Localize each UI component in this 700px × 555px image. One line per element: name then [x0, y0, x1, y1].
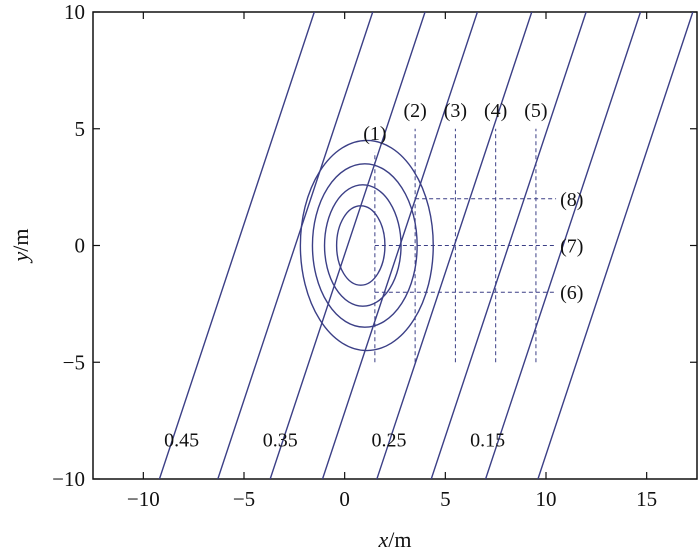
- vertical-guide-label: (2): [403, 100, 426, 122]
- horizontal-guide-label: (6): [560, 282, 583, 304]
- vertical-guide-label: (3): [444, 100, 467, 122]
- x-tick-label: 10: [536, 487, 557, 511]
- section-guides: [374, 128, 557, 363]
- parallel-contour-line: [158, 12, 315, 479]
- parallel-contour-line: [484, 12, 642, 479]
- y-tick-label: −10: [52, 467, 85, 491]
- parallel-contour-line: [217, 12, 374, 479]
- x-tick-label: −5: [233, 487, 255, 511]
- contour-level-label: 0.35: [263, 429, 298, 451]
- x-axis-unit: /m: [388, 527, 411, 552]
- y-axis-var: y: [8, 252, 33, 264]
- axis-ticks: −10 −5 0 5 10 15 −10 −5 0 5 10: [52, 0, 697, 511]
- vertical-guide-label: (4): [484, 100, 507, 122]
- vertical-guide-label: (1): [363, 123, 386, 145]
- y-tick-label: 5: [75, 117, 86, 141]
- contour-lines: [158, 12, 694, 479]
- vertical-guide-label: (5): [524, 100, 547, 122]
- y-tick-label: 10: [64, 0, 85, 24]
- x-axis-var: x: [378, 527, 389, 552]
- plot-frame: [92, 11, 698, 480]
- parallel-contour-line: [537, 12, 694, 479]
- x-tick-label: 5: [440, 487, 451, 511]
- y-axis-unit: /m: [8, 229, 33, 252]
- contour-level-label: 0.25: [371, 429, 406, 451]
- x-tick-label: 0: [339, 487, 350, 511]
- x-tick-label: −10: [127, 487, 160, 511]
- horizontal-guide-label: (8): [560, 189, 583, 211]
- y-axis-title: y/m: [8, 229, 33, 264]
- x-axis-title: x/m: [378, 527, 412, 552]
- horizontal-guide-label: (7): [560, 236, 583, 258]
- contour-level-label: 0.45: [164, 429, 199, 451]
- parallel-contour-line: [269, 12, 426, 479]
- annotations: (1) (2) (3) (4) (5) (8) (7) (6) 0.45 0.35 0.25 0.15: [164, 100, 583, 452]
- x-tick-label: 15: [636, 487, 657, 511]
- y-tick-label: −5: [63, 350, 85, 374]
- closed-contour: [323, 184, 402, 307]
- parallel-contour-line: [321, 12, 479, 479]
- contour-level-label: 0.15: [470, 429, 505, 451]
- y-tick-label: 0: [75, 234, 86, 258]
